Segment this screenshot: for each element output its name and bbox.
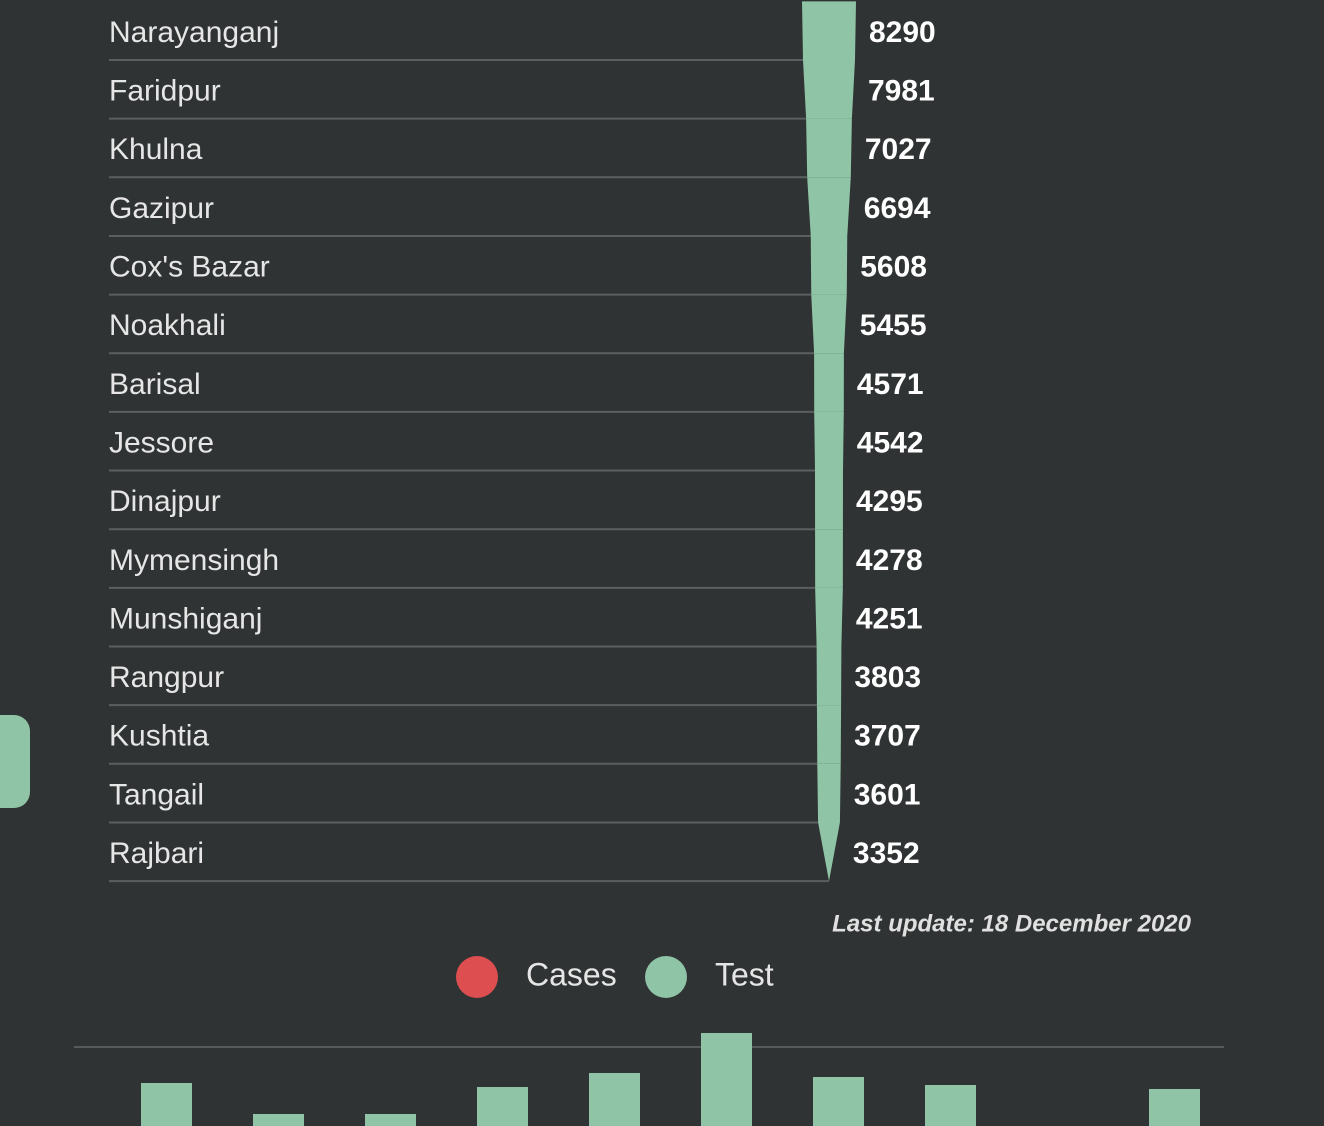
value-label: 8290 — [869, 16, 936, 49]
bar — [253, 1114, 304, 1126]
bar — [477, 1087, 528, 1126]
value-label: 5608 — [860, 251, 927, 284]
funnel-segment — [815, 470, 843, 530]
bar — [141, 1083, 192, 1126]
funnel-segment — [807, 177, 851, 236]
category-label: Narayanganj — [109, 16, 279, 49]
category-label: Khulna — [109, 133, 203, 166]
funnel-segment — [816, 705, 842, 764]
category-label: Dinajpur — [109, 485, 221, 518]
legend-swatch — [645, 956, 687, 998]
bar — [813, 1077, 864, 1126]
funnel-segment — [815, 529, 843, 588]
bar — [701, 1033, 752, 1126]
value-label: 5455 — [860, 309, 927, 342]
value-label: 3707 — [854, 720, 921, 753]
category-label: Barisal — [109, 368, 201, 401]
value-label: 6694 — [864, 192, 931, 225]
legend-label: Test — [715, 956, 774, 992]
category-label: Tangail — [109, 778, 204, 811]
funnel-segment — [814, 411, 844, 471]
annotation: Last update: 18 December 2020 — [832, 910, 1191, 937]
bar — [925, 1085, 976, 1126]
funnel-segment — [803, 60, 855, 119]
bar — [1149, 1089, 1200, 1126]
bar — [365, 1114, 416, 1126]
category-label: Munshiganj — [109, 602, 262, 635]
value-label: 7027 — [865, 133, 932, 166]
legend-swatch — [456, 956, 498, 998]
funnel-segment — [811, 294, 847, 354]
category-label: Cox's Bazar — [109, 251, 270, 284]
category-label: Noakhali — [109, 309, 226, 342]
category-label: Mymensingh — [109, 544, 279, 577]
category-label: Faridpur — [109, 75, 221, 108]
category-label: Jessore — [109, 426, 214, 459]
value-label: 3352 — [853, 837, 920, 870]
side-handle — [0, 715, 30, 808]
value-label: 3803 — [854, 661, 921, 694]
value-label: 4278 — [856, 544, 923, 577]
value-label: 7981 — [868, 75, 935, 108]
category-label: Kushtia — [109, 720, 209, 753]
funnel-segment — [818, 822, 840, 882]
value-label: 3601 — [854, 778, 921, 811]
value-label: 4542 — [857, 426, 924, 459]
legend-label: Cases — [526, 956, 617, 992]
funnel-segment — [802, 1, 856, 61]
category-label: Gazipur — [109, 192, 214, 225]
category-label: Rangpur — [109, 661, 224, 694]
value-label: 4571 — [857, 368, 924, 401]
value-label: 4251 — [856, 602, 923, 635]
funnel-segment — [817, 763, 841, 823]
category-label: Rajbari — [109, 837, 204, 870]
funnel-segment — [814, 353, 844, 412]
funnel-segment — [806, 118, 852, 178]
funnel-segment — [810, 235, 848, 295]
funnel-segment — [815, 587, 843, 647]
value-label: 4295 — [856, 485, 923, 518]
funnel-segment — [816, 646, 842, 706]
bar — [589, 1073, 640, 1126]
